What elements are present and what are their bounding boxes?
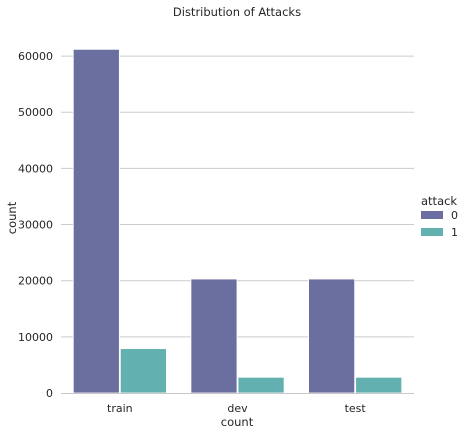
x-tick-label: train [107,402,133,415]
x-tick-label: test [345,402,367,415]
y-axis-ticks: 0 10000 20000 30000 40000 50000 60000 [18,50,53,400]
legend-items: 01 [421,209,458,239]
chart-title: Distribution of Attacks [173,5,301,19]
bar-dev-attack-1 [237,376,285,394]
legend-label: 1 [451,226,458,239]
y-axis-label: count [5,201,19,234]
legend: attack 01 [421,194,458,239]
y-tick-label: 60000 [18,50,53,63]
y-tick-label: 20000 [18,275,53,288]
legend-label: 0 [451,209,458,222]
y-tick-label: 40000 [18,162,53,175]
bar-test-attack-0 [308,278,356,394]
y-tick-label: 50000 [18,106,53,119]
bar-train-attack-0 [72,48,120,394]
x-axis-label: count [221,415,254,429]
bar-dev-attack-0 [190,278,238,394]
y-tick-label: 10000 [18,331,53,344]
grid-lines [61,55,414,338]
x-axis-ticks: train dev test [107,402,366,415]
bars [72,48,403,394]
y-tick-label: 0 [46,387,53,400]
legend-title: attack [421,194,457,208]
y-tick-label: 30000 [18,219,53,232]
legend-swatch [421,228,443,236]
bar-train-attack-1 [119,348,167,394]
bar-test-attack-1 [355,376,403,394]
x-tick-label: dev [227,402,248,415]
legend-swatch [421,211,443,219]
